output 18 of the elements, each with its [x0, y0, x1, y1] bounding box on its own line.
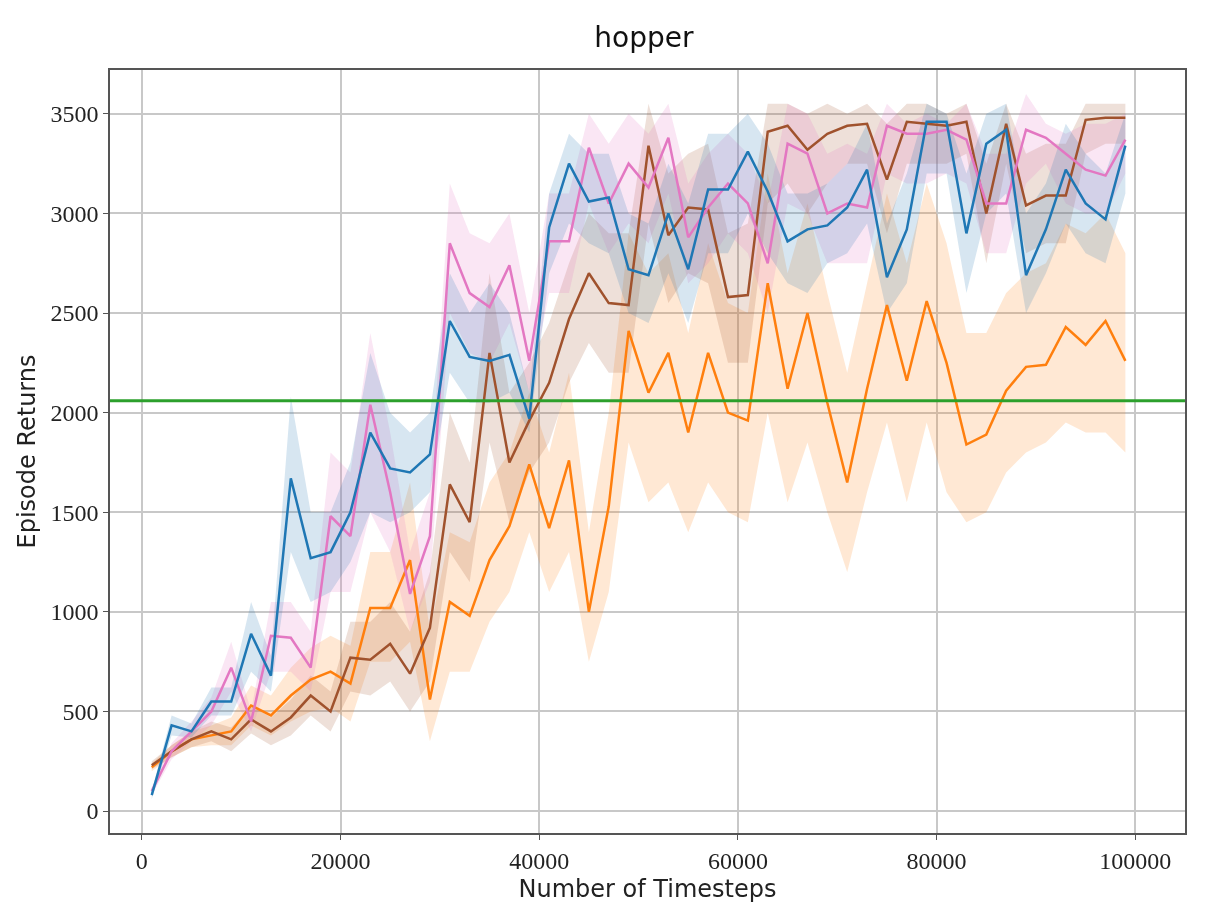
chart-title: hopper — [594, 21, 695, 55]
y-tick-label: 2500 — [50, 300, 99, 327]
x-tick-label: 40000 — [509, 847, 570, 874]
y-axis-title: Episode Returns — [13, 354, 42, 549]
y-tick-label: 3500 — [50, 101, 99, 128]
line-series — [150, 281, 1127, 769]
x-axis-title: Number of Timesteps — [518, 875, 777, 904]
y-tick-label: 3000 — [50, 200, 99, 227]
x-tick-label: 60000 — [707, 847, 768, 874]
x-tick-label: 80000 — [906, 847, 967, 874]
y-tick-label: 2000 — [50, 400, 99, 427]
y-tick-label: 1500 — [50, 499, 99, 526]
x-tick-label: 100000 — [1099, 847, 1172, 874]
x-tick-label: 0 — [135, 847, 148, 874]
y-tick-label: 500 — [62, 698, 99, 725]
x-tick-label: 20000 — [310, 847, 371, 874]
y-tick-label: 1000 — [50, 599, 99, 626]
y-tick-label: 0 — [86, 798, 99, 825]
